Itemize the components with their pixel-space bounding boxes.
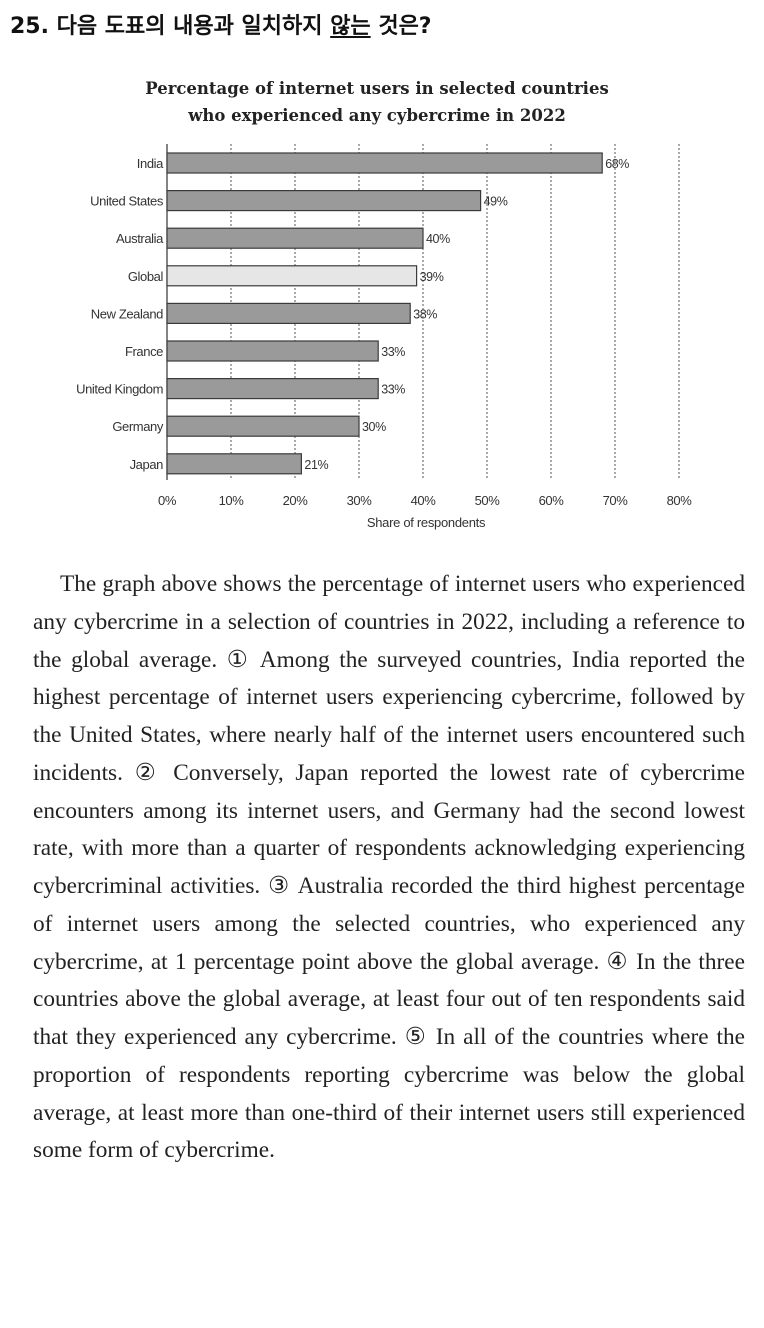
category-label: Australia [116,231,164,246]
bar-united-kingdom [166,378,379,400]
category-label: Global [128,269,164,284]
chart-title-line-1: Percentage of internet users in selected… [145,79,609,98]
category-label: New Zealand [91,306,163,321]
bar-united-states [166,190,482,212]
chart-title-line-2: who experienced any cybercrime in 2022 [187,106,566,125]
category-label: United Kingdom [76,382,163,397]
bar-australia [166,227,424,249]
category-label: United States [90,194,164,209]
question-text: 다음 도표의 내용과 일치하지 [56,14,331,39]
x-tick-labels: 0% 10% 20% 30% 40% 50% 60% 70% 80% [158,493,693,508]
bar-new-zealand [166,302,411,324]
bar-france [166,340,379,362]
category-label: India [137,156,164,171]
category-labels: India United States Australia Global New Zea… [76,156,164,472]
bars: 68% 49% 40% 39% 38% 33% 33% 30% 21% [166,152,630,475]
x-tick-label: 70% [603,493,629,508]
bar-chart: Percentage of internet users in selected… [0,60,764,560]
category-label: France [125,344,163,359]
bar-value-label: 49% [484,195,508,209]
question-text-end: 것은? [370,14,432,39]
bar-japan [166,453,302,475]
category-label: Germany [112,419,164,434]
x-axis-label: Share of respondents [367,515,486,530]
question-number: 25. [10,14,49,39]
x-tick-label: 20% [283,493,309,508]
question-heading: 25. 다음 도표의 내용과 일치하지 않는 것은? [10,8,750,40]
chart-svg: Percentage of internet users in selected… [76,79,693,530]
bar-value-label: 21% [304,458,328,472]
bar-value-label: 33% [381,345,405,359]
bar-global [166,265,418,287]
x-tick-label: 40% [411,493,437,508]
x-tick-label: 60% [539,493,565,508]
category-label: Japan [130,457,164,472]
x-tick-label: 0% [158,493,177,508]
x-tick-label: 50% [475,493,501,508]
bar-value-label: 39% [420,270,444,284]
bar-value-label: 40% [426,232,450,246]
bar-value-label: 38% [413,307,437,321]
bar-india [166,152,603,174]
x-tick-label: 30% [347,493,373,508]
x-tick-label: 80% [667,493,693,508]
bar-value-label: 30% [362,420,386,434]
bar-value-label: 33% [381,383,405,397]
passage-text: The graph above shows the percentage of … [33,571,745,1164]
bar-value-label: 68% [605,157,629,171]
question-underlined-word: 않는 [330,14,371,39]
x-tick-label: 10% [219,493,245,508]
bar-germany [166,415,360,437]
